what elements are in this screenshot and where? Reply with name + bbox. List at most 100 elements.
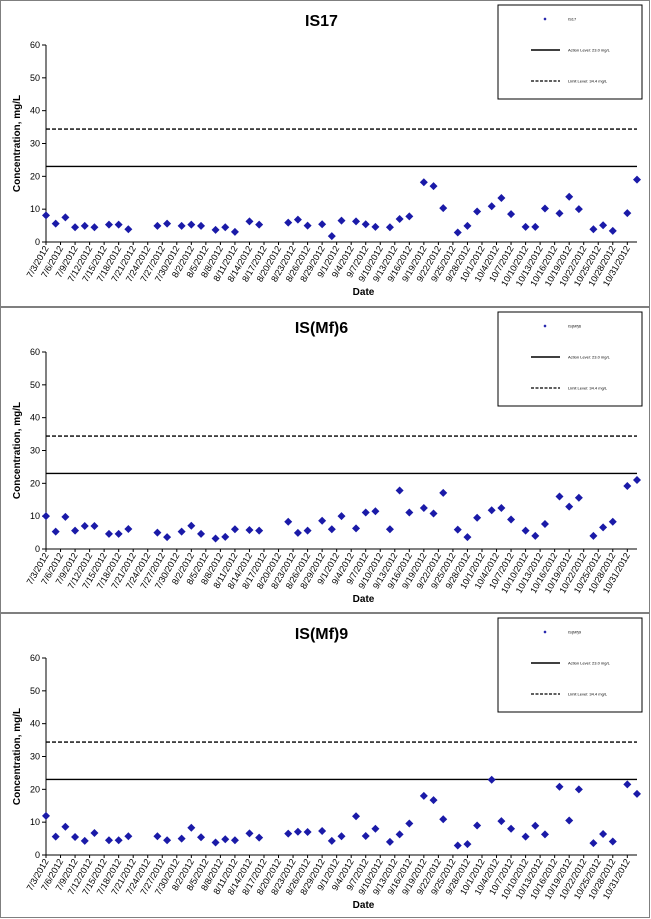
data-point: [599, 523, 608, 532]
y-tick-label: 40: [30, 719, 40, 729]
y-tick-label: 10: [30, 817, 40, 827]
data-point: [221, 223, 230, 232]
data-point: [385, 837, 394, 846]
data-point: [633, 476, 641, 485]
data-point: [284, 218, 293, 227]
data-point: [177, 527, 186, 536]
data-point: [463, 533, 472, 542]
chart-panel-is-mf6: IS(Mf)6 Concentration, mg/L Date 0 10 20 30 40 5…: [0, 307, 650, 613]
y-tick-label: 60: [30, 653, 40, 663]
y-tick-label: 40: [30, 413, 40, 423]
data-point: [521, 222, 530, 231]
data-point: [599, 829, 608, 838]
data-point: [429, 182, 438, 191]
legend-marker-series: [543, 324, 547, 328]
data-point: [439, 815, 448, 824]
data-point: [405, 212, 414, 221]
y-tick-label: 60: [30, 40, 40, 50]
data-point: [439, 204, 448, 213]
chart-title: IS(Mf)6: [295, 320, 348, 337]
data-point: [318, 220, 327, 229]
data-series: [42, 175, 641, 241]
data-point: [419, 178, 428, 187]
legend-box: [497, 311, 643, 407]
y-tick-label: 30: [30, 139, 40, 149]
data-point: [61, 512, 70, 521]
data-point: [453, 525, 462, 534]
y-tick-label: 20: [30, 171, 40, 181]
data-point: [51, 832, 60, 841]
data-point: [531, 821, 540, 830]
y-tick-label: 60: [30, 347, 40, 357]
data-point: [163, 836, 172, 845]
data-point: [42, 811, 50, 820]
data-point: [303, 828, 312, 837]
data-point: [395, 830, 404, 839]
data-point: [565, 816, 574, 825]
data-point: [487, 775, 496, 784]
data-point: [197, 221, 206, 230]
data-point: [623, 481, 632, 490]
data-point: [327, 525, 336, 534]
data-point: [221, 835, 230, 844]
data-point: [284, 829, 293, 838]
data-point: [487, 506, 496, 515]
data-point: [187, 823, 196, 832]
data-point: [114, 220, 123, 229]
data-point: [405, 508, 414, 517]
data-point: [124, 832, 133, 841]
x-axis-label: Date: [353, 594, 375, 605]
data-point: [565, 192, 574, 201]
data-point: [555, 209, 564, 218]
data-point: [177, 834, 186, 843]
y-tick-label: 30: [30, 446, 40, 456]
legend-marker-series: [543, 17, 547, 21]
data-point: [405, 819, 414, 828]
y-axis-label: Concentration, mg/L: [12, 95, 23, 192]
data-point: [361, 220, 370, 229]
data-point: [293, 215, 302, 224]
y-tick-label: 0: [35, 544, 40, 554]
data-point: [574, 205, 583, 214]
data-point: [608, 837, 617, 846]
data-point: [361, 508, 370, 517]
data-point: [90, 223, 99, 232]
chart-svg: IS(Mf)9 Concentration, mg/L Date 0 10 20 30 40 5…: [12, 617, 643, 911]
data-point: [61, 213, 70, 222]
data-point: [61, 822, 70, 831]
data-point: [589, 225, 598, 234]
data-point: [245, 525, 254, 534]
data-point: [211, 534, 220, 543]
data-point: [327, 232, 336, 241]
legend-label-series: IS(Mf)6: [568, 324, 582, 329]
data-point: [497, 817, 506, 826]
data-point: [80, 522, 89, 531]
data-point: [439, 488, 448, 497]
data-point: [589, 839, 598, 848]
data-point: [71, 526, 80, 535]
data-point: [507, 515, 516, 524]
data-point: [153, 528, 162, 537]
data-point: [521, 526, 530, 535]
data-point: [540, 520, 549, 529]
data-point: [473, 821, 482, 830]
data-point: [51, 219, 60, 228]
data-point: [429, 796, 438, 805]
data-point: [104, 529, 113, 538]
data-series: [42, 775, 641, 850]
data-point: [197, 833, 206, 842]
data-point: [245, 217, 254, 226]
data-point: [124, 225, 133, 234]
chart-title: IS(Mf)9: [295, 626, 348, 643]
data-point: [114, 529, 123, 538]
chart-svg: IS17 Concentration, mg/L Date 0 10 20 30 40 50 60…: [12, 4, 643, 298]
data-point: [255, 220, 264, 229]
y-tick-label: 0: [35, 850, 40, 860]
data-point: [187, 220, 196, 229]
data-point: [153, 221, 162, 230]
y-tick-label: 10: [30, 511, 40, 521]
data-point: [473, 513, 482, 522]
data-point: [463, 840, 472, 849]
chart-panel-is17: IS17 Concentration, mg/L Date 0 10 20 30 40 50 60…: [0, 0, 650, 307]
data-point: [255, 833, 264, 842]
